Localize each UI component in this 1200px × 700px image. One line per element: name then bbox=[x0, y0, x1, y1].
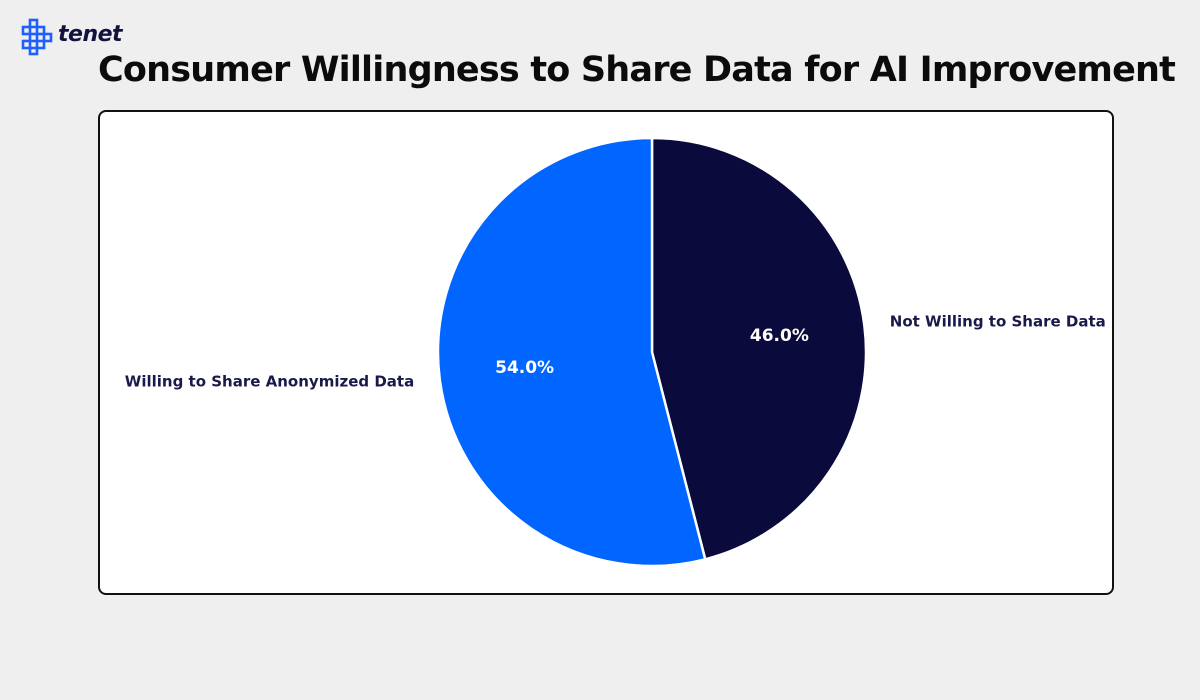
brand-logo[interactable]: tenet bbox=[20, 18, 123, 56]
pie-slice bbox=[650, 136, 868, 561]
pie-category-label: Not Willing to Share Data bbox=[890, 312, 1106, 330]
pie-category-label: Willing to Share Anonymized Data bbox=[125, 373, 414, 391]
chart-title: Consumer Willingness to Share Data for A… bbox=[98, 50, 1176, 90]
pie-slice bbox=[436, 136, 707, 568]
brand-name: tenet bbox=[58, 22, 123, 47]
pie-labels: 46.0% Not Willing to Share Data 54.0% Willi… bbox=[125, 312, 1106, 390]
pie-percent-label: 46.0% bbox=[750, 326, 809, 346]
chart-card: 46.0% Not Willing to Share Data 54.0% Willi… bbox=[98, 110, 1114, 595]
tenet-logo-icon bbox=[21, 18, 53, 56]
pie-slices bbox=[436, 136, 868, 568]
pie-percent-label: 54.0% bbox=[495, 358, 554, 378]
pie-chart: 46.0% Not Willing to Share Data 54.0% Willi… bbox=[125, 136, 1106, 568]
